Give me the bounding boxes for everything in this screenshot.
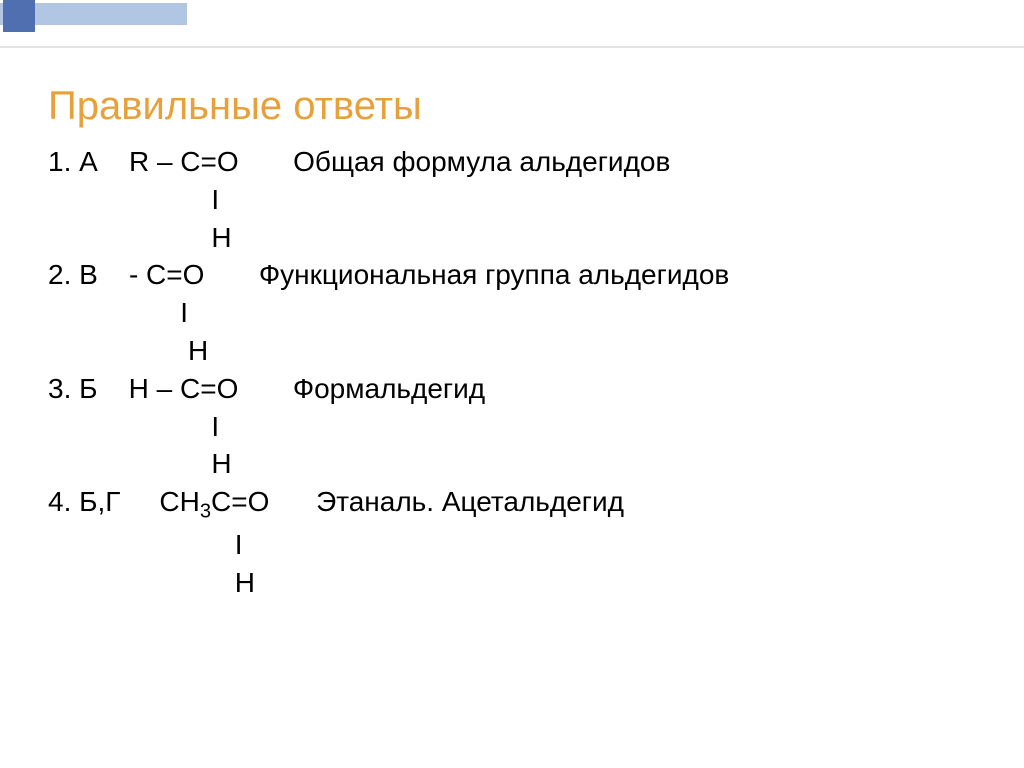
answer-2-line-1: 2. В - C=O Функциональная группа альдеги… bbox=[48, 256, 988, 294]
answer-block-2: 2. В - C=O Функциональная группа альдеги… bbox=[48, 256, 988, 369]
answer-1-bond: I bbox=[48, 181, 988, 219]
answer-4-bond: I bbox=[48, 526, 988, 564]
answer-1-line-1: 1. А R – C=O Общая формула альдегидов bbox=[48, 143, 988, 181]
slide-content: Правильные ответы 1. А R – C=O Общая фор… bbox=[48, 84, 988, 602]
slide-decor-top bbox=[0, 0, 1024, 56]
answer-2-bond: I bbox=[48, 294, 988, 332]
answer-3-bond: I bbox=[48, 408, 988, 446]
answer-2-atom: H bbox=[48, 332, 988, 370]
answer-4-atom: H bbox=[48, 564, 988, 602]
answer-4-line-1: 4. Б,Г CH3C=O Этаналь. Ацетальдегид bbox=[48, 483, 988, 526]
answer-block-1: 1. А R – C=O Общая формула альдегидов I … bbox=[48, 143, 988, 256]
answer-3-line-1: 3. Б H – C=O Формальдегид bbox=[48, 370, 988, 408]
decor-bar-dark bbox=[3, 0, 35, 32]
answer-block-4: 4. Б,Г CH3C=O Этаналь. Ацетальдегид I H bbox=[48, 483, 988, 601]
answer-1-atom: H bbox=[48, 219, 988, 257]
decor-separator bbox=[0, 46, 1024, 48]
answer-3-atom: H bbox=[48, 445, 988, 483]
slide-title: Правильные ответы bbox=[48, 84, 988, 129]
answer-block-3: 3. Б H – C=O Формальдегид I H bbox=[48, 370, 988, 483]
